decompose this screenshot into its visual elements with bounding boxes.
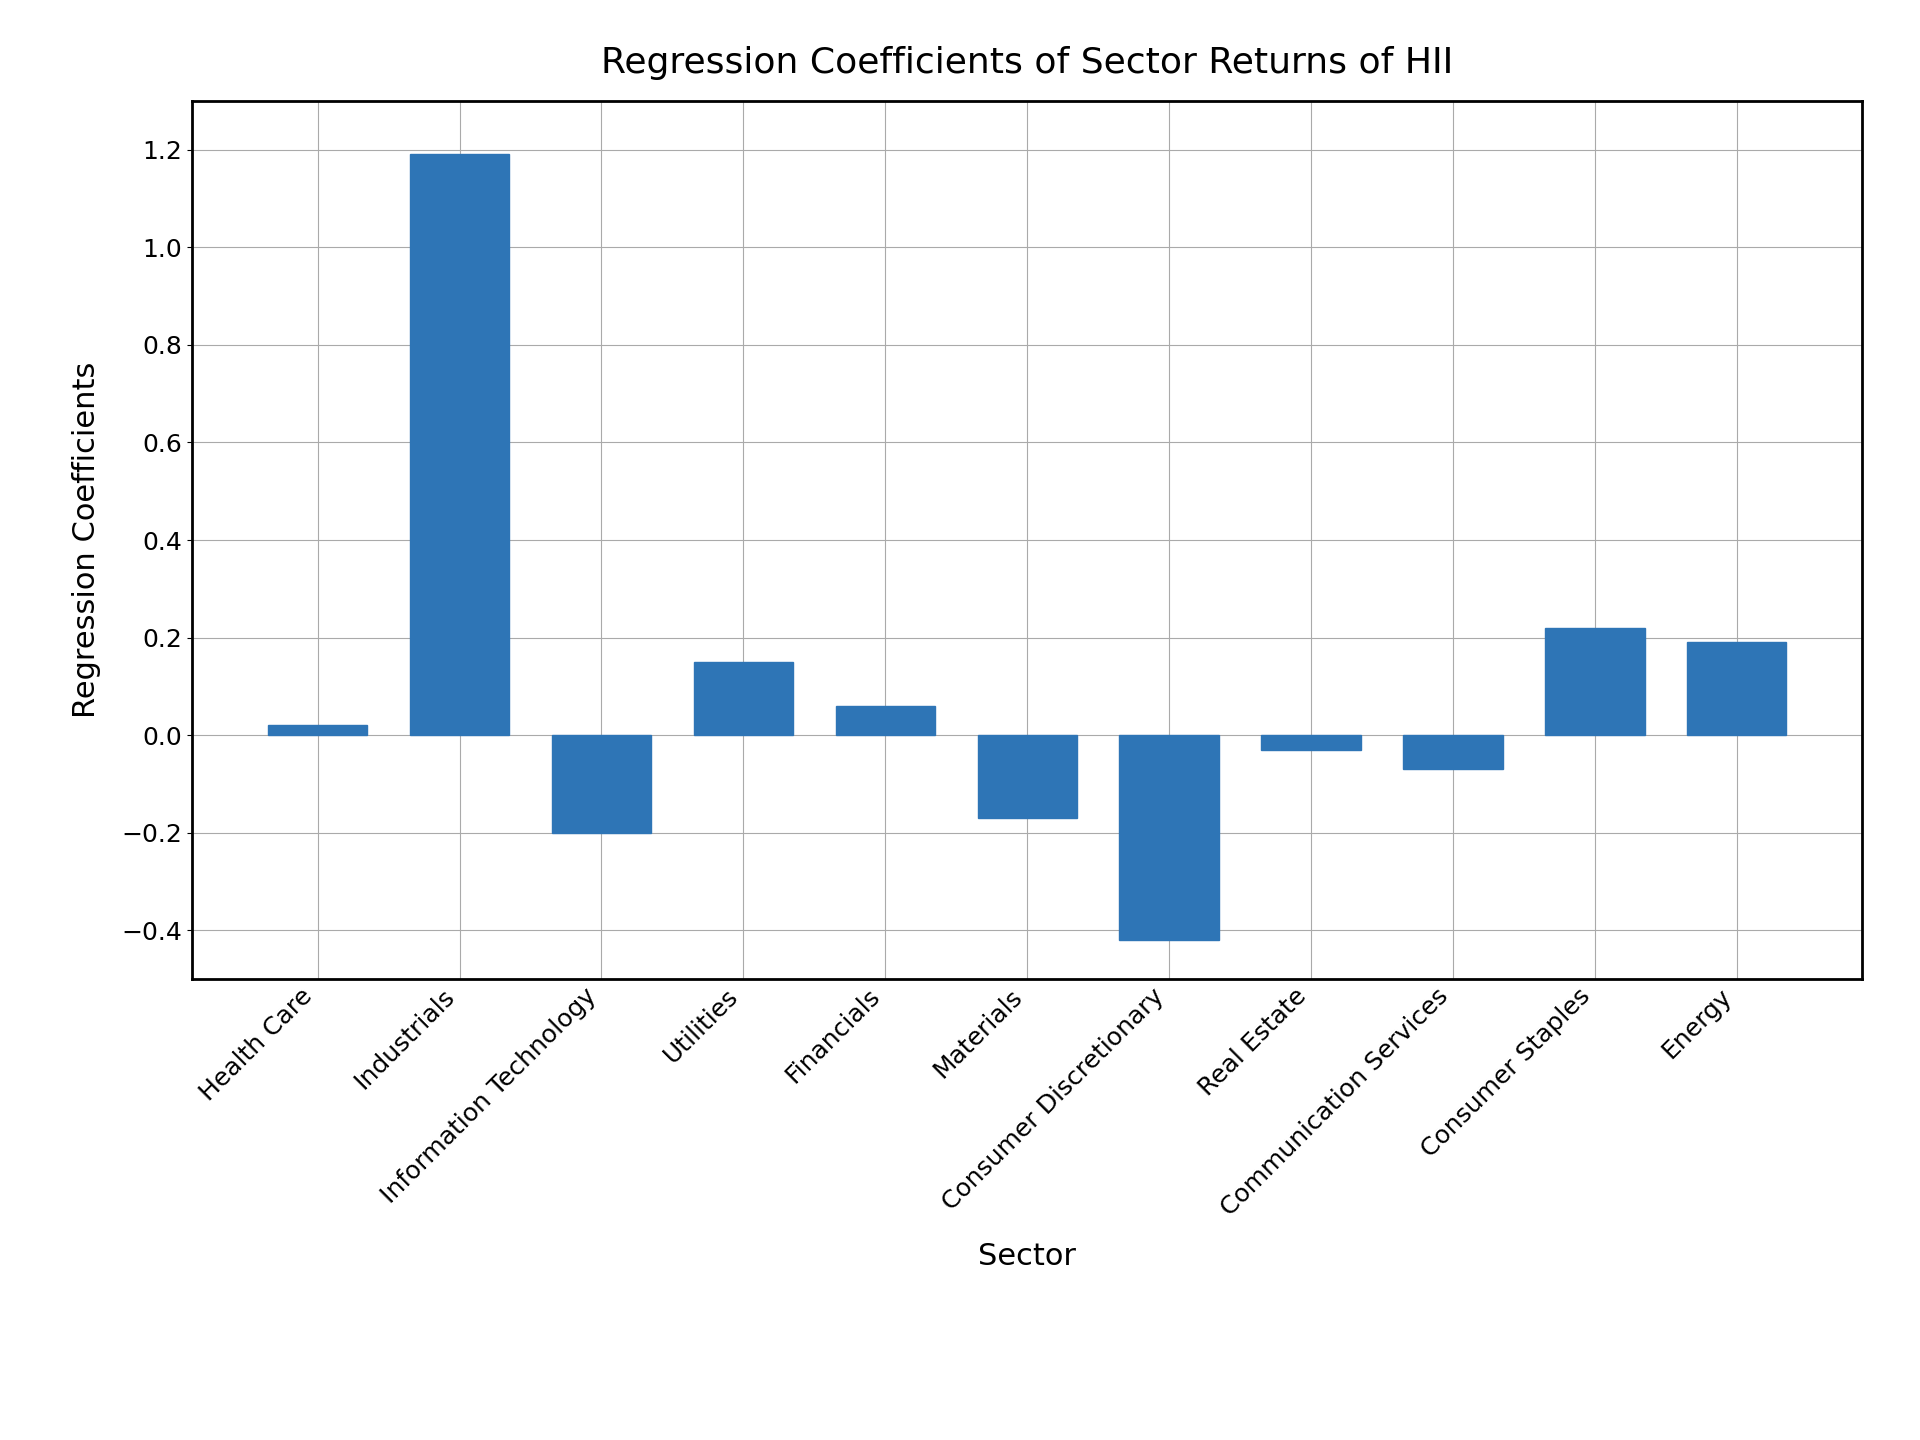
- Bar: [1688, 642, 1786, 736]
- Bar: [1119, 736, 1219, 940]
- Bar: [693, 662, 793, 736]
- Title: Regression Coefficients of Sector Returns of HII: Regression Coefficients of Sector Return…: [601, 46, 1453, 81]
- Bar: [835, 706, 935, 736]
- Bar: [1404, 736, 1503, 769]
- Bar: [977, 736, 1077, 818]
- Bar: [1546, 628, 1645, 736]
- Bar: [269, 726, 367, 736]
- Bar: [409, 154, 509, 736]
- X-axis label: Sector: Sector: [977, 1241, 1077, 1270]
- Y-axis label: Regression Coefficients: Regression Coefficients: [71, 361, 100, 719]
- Bar: [1261, 736, 1361, 750]
- Bar: [551, 736, 651, 832]
